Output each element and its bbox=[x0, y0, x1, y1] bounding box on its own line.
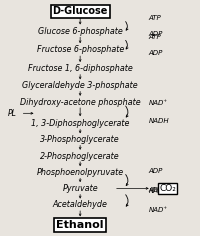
Text: 2-Phosphoglycerate: 2-Phosphoglycerate bbox=[40, 152, 120, 160]
Text: Glyceraldehyde 3-phosphate: Glyceraldehyde 3-phosphate bbox=[22, 81, 138, 90]
Text: Dihydroxy-acetone phosphate: Dihydroxy-acetone phosphate bbox=[20, 97, 140, 106]
Text: Fructose 1, 6-diphosphate: Fructose 1, 6-diphosphate bbox=[28, 64, 133, 73]
Text: Ethanol: Ethanol bbox=[56, 220, 104, 230]
Text: ADP: ADP bbox=[149, 50, 163, 56]
Text: Glucose 6-phosphate: Glucose 6-phosphate bbox=[38, 27, 123, 36]
Text: Phosphoenolpyruvate: Phosphoenolpyruvate bbox=[37, 168, 124, 177]
Text: ATP: ATP bbox=[149, 186, 161, 193]
Text: NAD⁺: NAD⁺ bbox=[149, 207, 168, 213]
Text: NADH: NADH bbox=[149, 118, 169, 124]
Text: 1, 3-Diphosphoglycerate: 1, 3-Diphosphoglycerate bbox=[31, 119, 129, 128]
Text: Acetaldehyde: Acetaldehyde bbox=[53, 200, 108, 209]
Text: 3-Phosphoglycerate: 3-Phosphoglycerate bbox=[40, 135, 120, 144]
Text: Fructose 6-phosphate: Fructose 6-phosphate bbox=[37, 46, 124, 55]
Text: Pyruvate: Pyruvate bbox=[62, 184, 98, 193]
Text: NAD⁺: NAD⁺ bbox=[149, 100, 168, 106]
Text: PL: PL bbox=[8, 109, 17, 118]
Text: CO₂: CO₂ bbox=[159, 184, 176, 193]
Text: NADH: NADH bbox=[149, 188, 169, 194]
Text: ADP: ADP bbox=[149, 31, 163, 37]
Text: ADP: ADP bbox=[149, 168, 163, 174]
Text: ATP: ATP bbox=[149, 34, 161, 40]
Text: D-Glucose: D-Glucose bbox=[52, 6, 108, 16]
Text: ATP: ATP bbox=[149, 15, 161, 21]
